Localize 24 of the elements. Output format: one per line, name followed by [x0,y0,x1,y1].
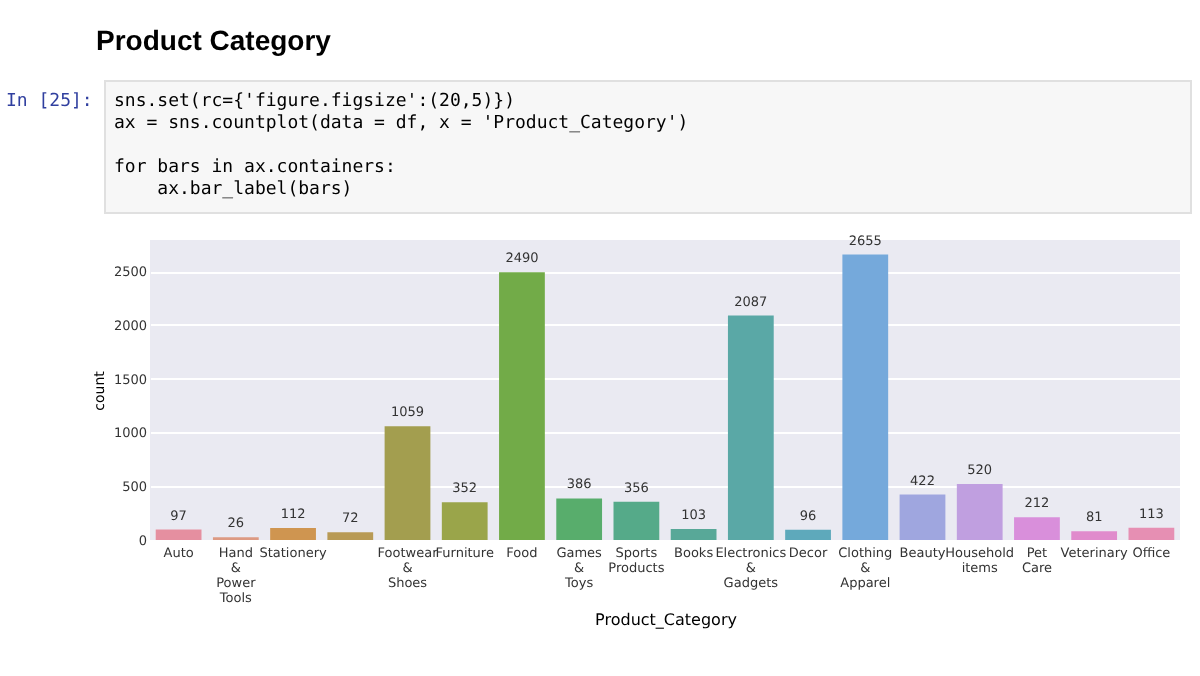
bar [499,272,545,540]
x-axis-title: Product_Category [595,611,738,629]
text: ax = sns.countplot(data = df, x = 'Product_Category') [114,114,691,136]
bar [1128,527,1175,540]
bar [785,529,831,540]
bar [270,527,316,540]
text: In [25]: [6,92,93,112]
bar [556,498,603,540]
text: sns.set(rc={'figure.figsize':(20,5)}) [114,92,517,114]
bar [670,528,717,540]
text: for bars in ax.containers: [114,158,398,180]
bar [1071,531,1118,540]
bar [155,529,202,540]
bar [956,484,1003,540]
bar [327,532,374,540]
bar [899,494,946,540]
chart-title: Product Category [96,24,331,56]
bar [613,501,660,540]
bar [842,254,889,540]
bar [1014,517,1060,540]
bar [727,315,774,540]
bar [441,502,488,540]
bar [384,426,431,540]
text: ax.bar_label(bars) [155,180,355,202]
